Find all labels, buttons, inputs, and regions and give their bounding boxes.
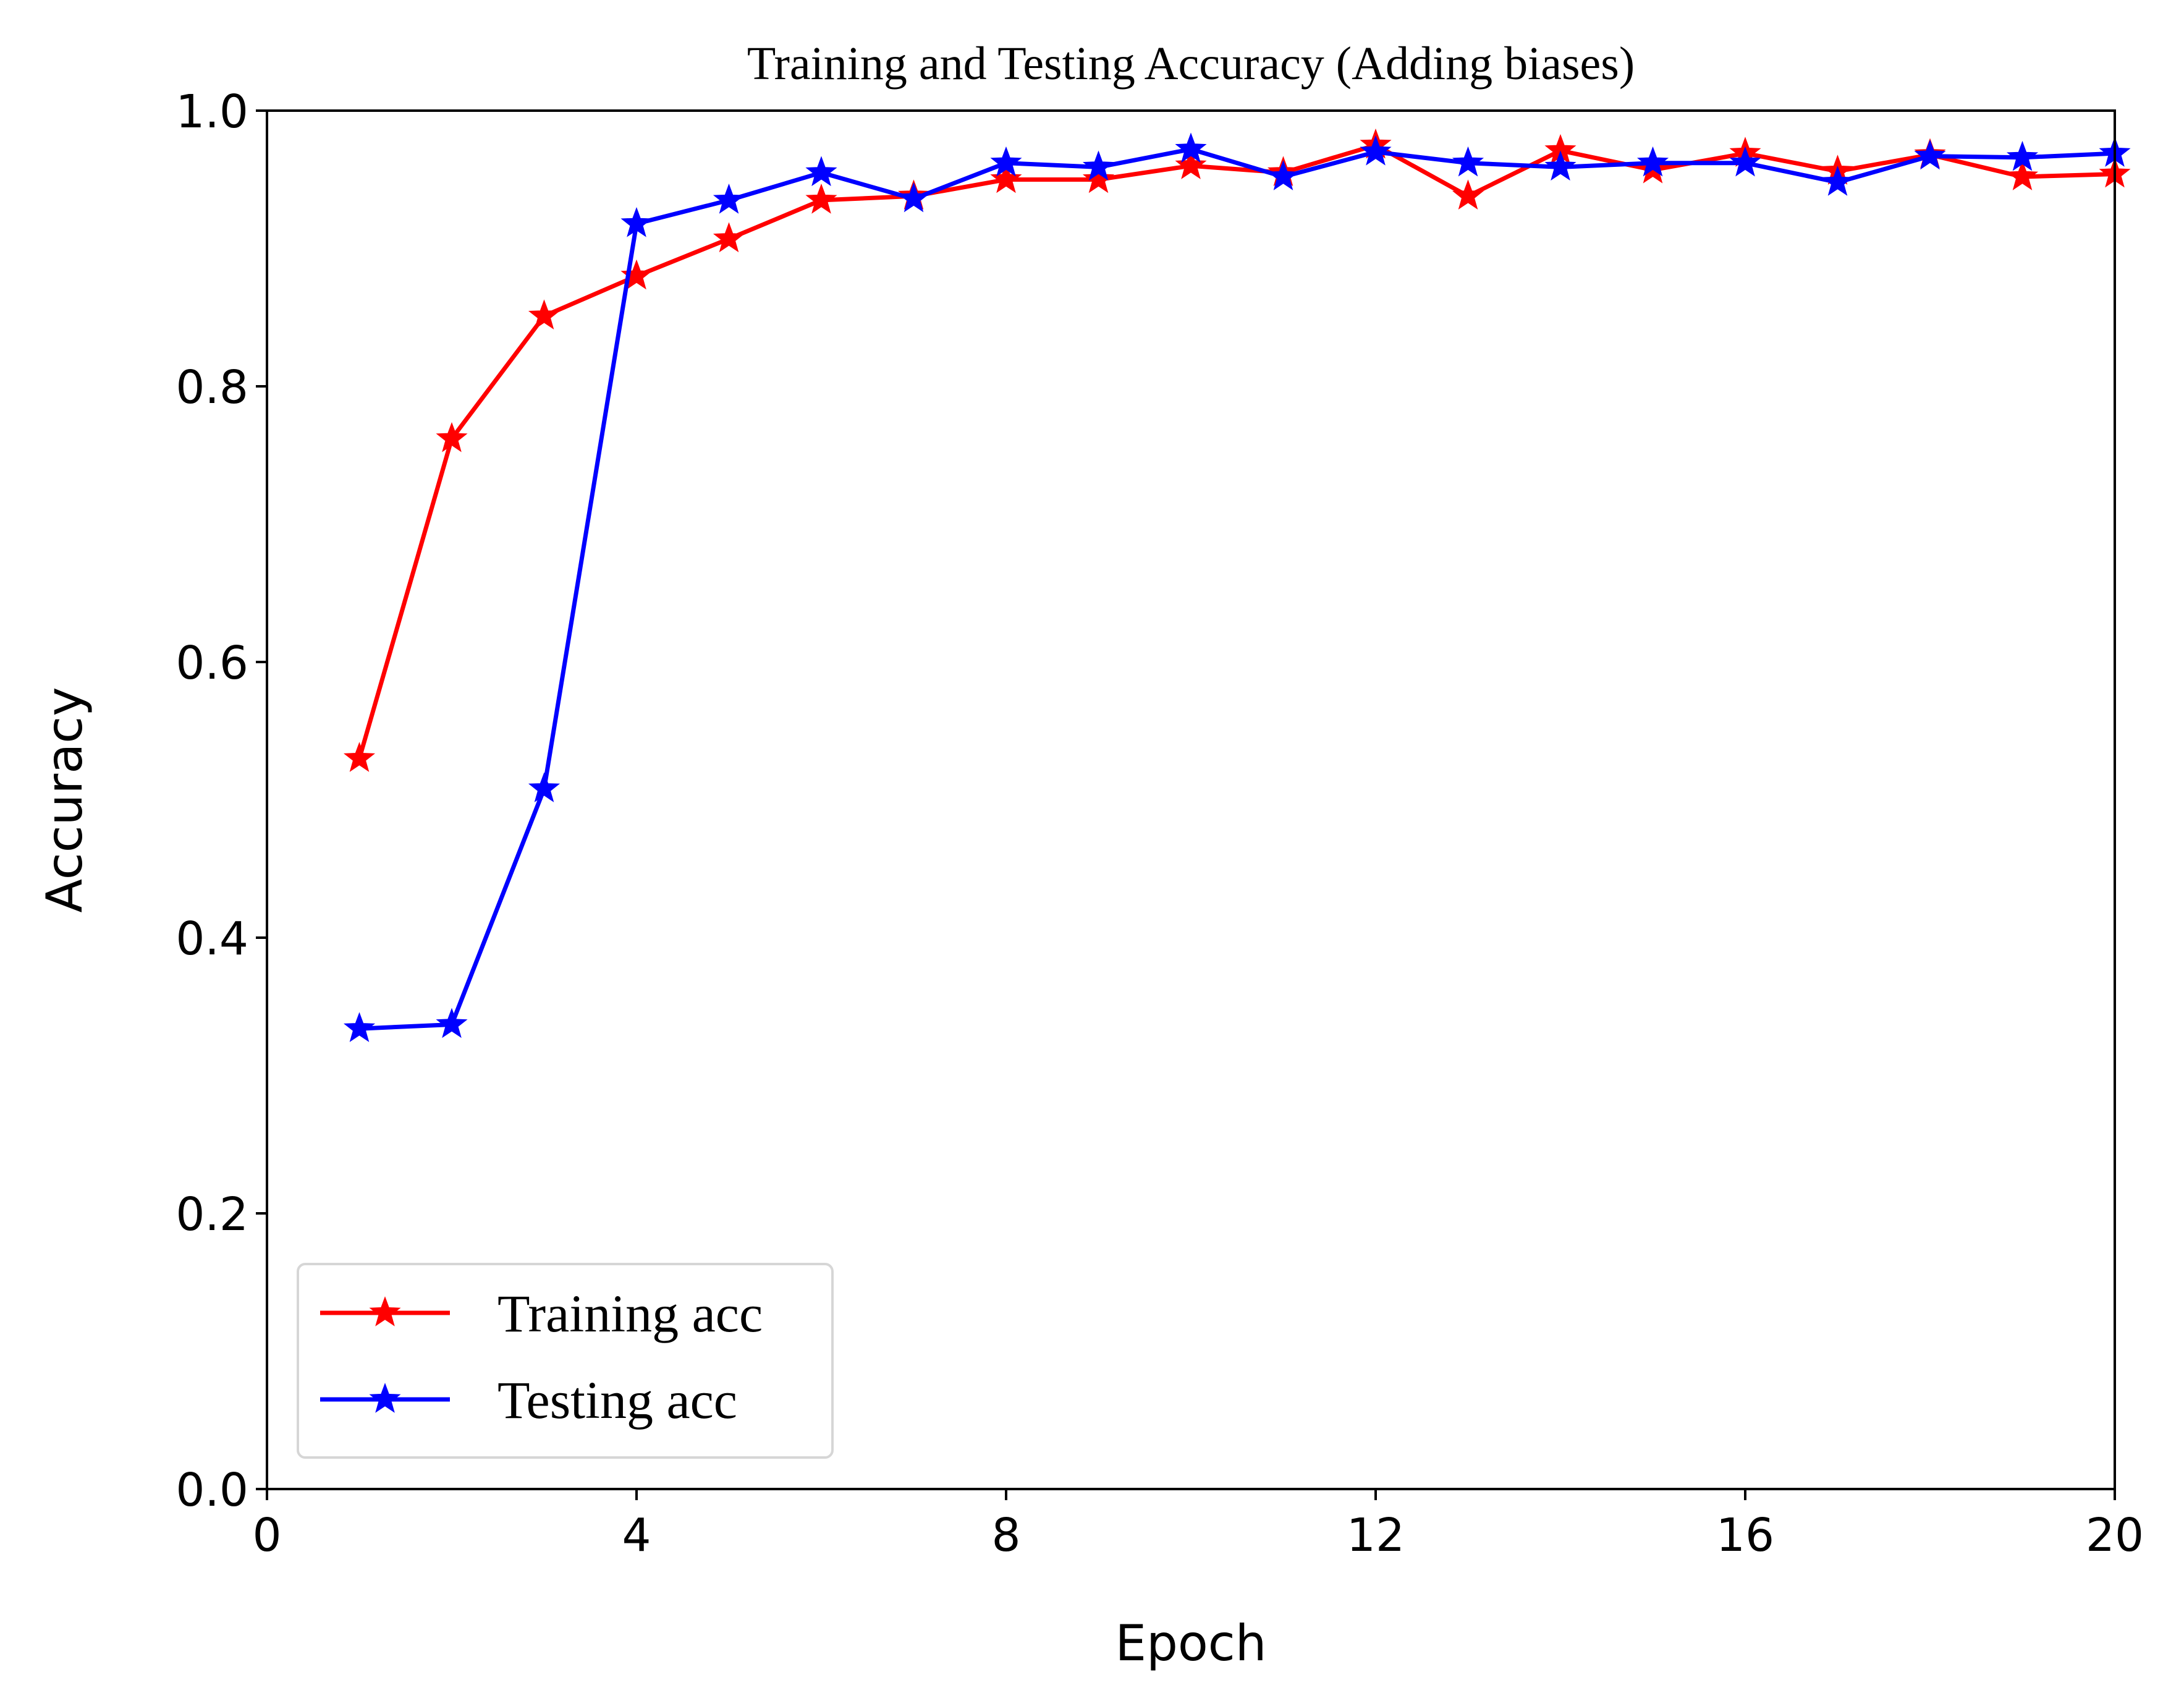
y-tick-label: 0.6 [176,637,248,690]
y-tick-label: 0.2 [176,1188,248,1241]
plot-frame [266,109,2116,1490]
x-tick-label: 20 [2086,1509,2144,1562]
x-tick-label: 4 [622,1509,651,1562]
series-1-point [805,156,837,187]
series-1-point [1821,166,1854,196]
series-0-point [1082,163,1115,193]
x-tick-label: 16 [1716,1509,1774,1562]
series-1-point [1636,146,1669,177]
series-1-point [1175,132,1207,163]
series-0-point [343,742,376,772]
series-1-point [990,146,1022,177]
chart-title: Training and Testing Accuracy (Adding bi… [747,38,1635,90]
series-1-point [436,1008,468,1038]
x-axis-label: Epoch [1115,1615,1267,1672]
series-0-point [1175,149,1207,179]
legend-marker-1 [369,1383,401,1413]
series-layer [343,128,2131,1042]
legend-label-1: Testing acc [497,1370,737,1430]
series-1-point [1729,146,1761,177]
series-0-point [2006,160,2039,190]
series-1-point [1360,135,1392,166]
series-1-point [1267,160,1300,190]
series-0-point [1452,179,1484,210]
y-tick-label: 1.0 [176,85,248,138]
series-0-point [620,259,653,290]
series-1-point [1544,150,1577,181]
series-line-1 [359,146,2115,1031]
series-0-point [436,422,468,452]
x-tick-label: 8 [991,1509,1020,1562]
series-1-point [528,772,561,802]
y-tick-label: 0.0 [176,1464,248,1517]
series-1-point [620,207,653,237]
y-tick-label: 0.8 [176,361,248,414]
y-ticks: 0.0 0.2 0.4 0.6 0.8 1.0 [176,85,267,1517]
y-tick-label: 0.4 [176,912,248,965]
legend-marker-0 [369,1296,401,1326]
series-1-point [897,182,930,213]
series-1-point [1914,139,1946,170]
x-tick-label: 12 [1347,1509,1405,1562]
series-1-point [2006,140,2039,171]
legend: Training acc Testing acc [297,1263,834,1459]
y-axis-label: Accuracy [36,687,93,912]
series-1-point [1452,146,1484,177]
series-line-0 [357,143,2115,760]
series-0-point [990,163,1022,193]
series-1-point [1082,150,1115,181]
series-1-point [713,184,745,214]
series-1-point [343,1012,376,1042]
x-ticks: 0 4 8 12 16 20 [252,1489,2144,1562]
legend-label-0: Training acc [497,1284,763,1343]
series-0-point [713,222,745,253]
series-0-point [805,184,837,214]
x-tick-label: 0 [252,1509,281,1562]
series-0-point [528,299,561,330]
